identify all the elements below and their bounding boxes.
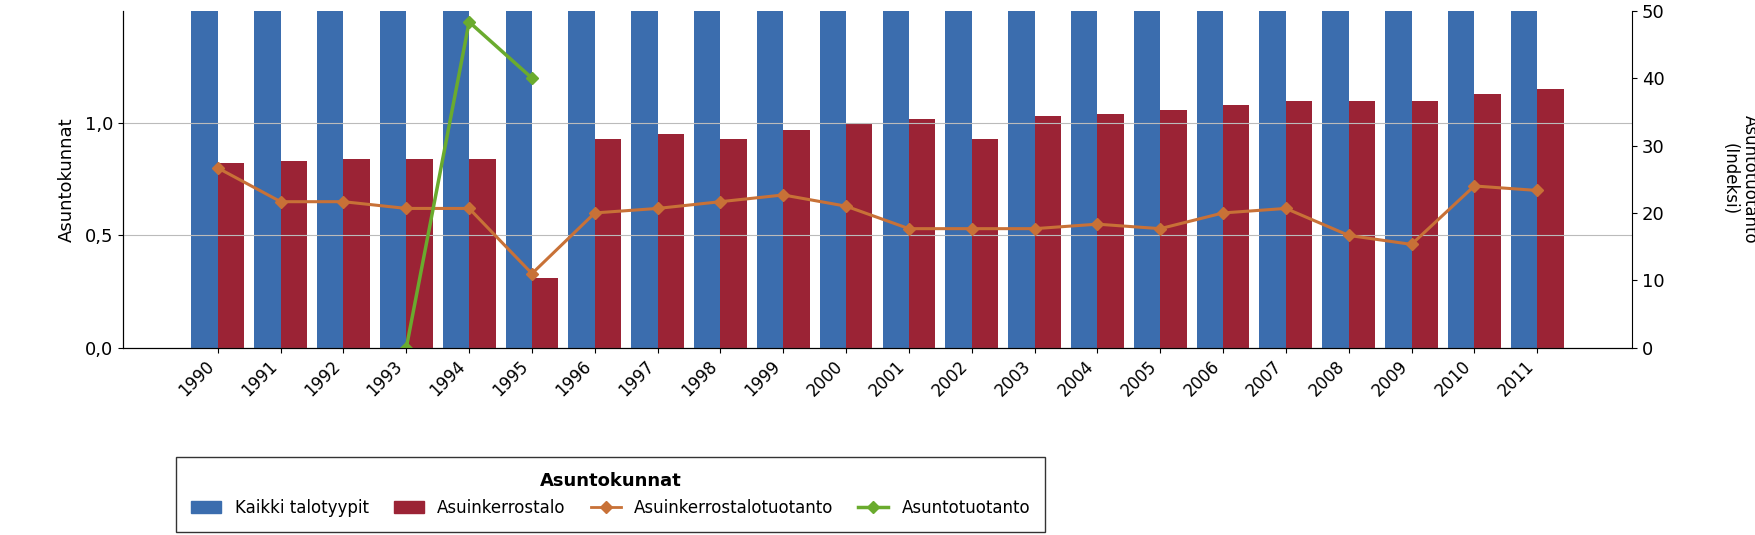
Y-axis label: Asuntokunnat: Asuntokunnat xyxy=(58,117,75,241)
Bar xyxy=(191,0,218,348)
Bar xyxy=(1448,0,1474,348)
Bar xyxy=(909,119,935,348)
Bar xyxy=(254,0,281,348)
Bar xyxy=(693,0,721,348)
Bar xyxy=(783,130,809,348)
Bar xyxy=(658,134,684,348)
Bar xyxy=(1071,0,1097,348)
Bar xyxy=(1197,0,1223,348)
Y-axis label: Asuntotuotanto
(Indeksi): Asuntotuotanto (Indeksi) xyxy=(1720,115,1755,243)
Bar xyxy=(1322,0,1348,348)
Bar xyxy=(379,0,407,348)
Bar xyxy=(1511,0,1537,348)
Bar xyxy=(946,0,972,348)
Bar xyxy=(1537,89,1564,348)
Bar xyxy=(344,159,370,348)
Bar xyxy=(1223,105,1250,348)
Bar xyxy=(721,139,748,348)
Bar xyxy=(1007,0,1034,348)
Bar xyxy=(883,0,909,348)
Bar xyxy=(469,159,495,348)
Bar xyxy=(532,278,558,348)
Bar xyxy=(407,159,433,348)
Bar xyxy=(1474,94,1501,348)
Bar xyxy=(1385,0,1411,348)
Bar xyxy=(1286,101,1313,348)
Bar xyxy=(1097,114,1123,348)
Bar xyxy=(1411,101,1437,348)
Bar xyxy=(1160,110,1186,348)
Bar xyxy=(820,0,846,348)
Bar xyxy=(595,139,621,348)
Bar xyxy=(1034,116,1062,348)
Bar xyxy=(218,164,244,348)
Bar xyxy=(569,0,595,348)
Bar xyxy=(318,0,344,348)
Bar xyxy=(1260,0,1286,348)
Legend: Kaikki talotyypit, Asuinkerrostalo, Asuinkerrostalotuotanto, Asuntotuotanto: Kaikki talotyypit, Asuinkerrostalo, Asui… xyxy=(177,457,1046,532)
Bar xyxy=(632,0,658,348)
Bar xyxy=(846,123,872,348)
Bar xyxy=(972,139,999,348)
Bar xyxy=(1348,101,1376,348)
Bar xyxy=(442,0,469,348)
Bar xyxy=(505,0,532,348)
Bar xyxy=(1134,0,1160,348)
Bar xyxy=(756,0,783,348)
Bar xyxy=(281,161,307,348)
